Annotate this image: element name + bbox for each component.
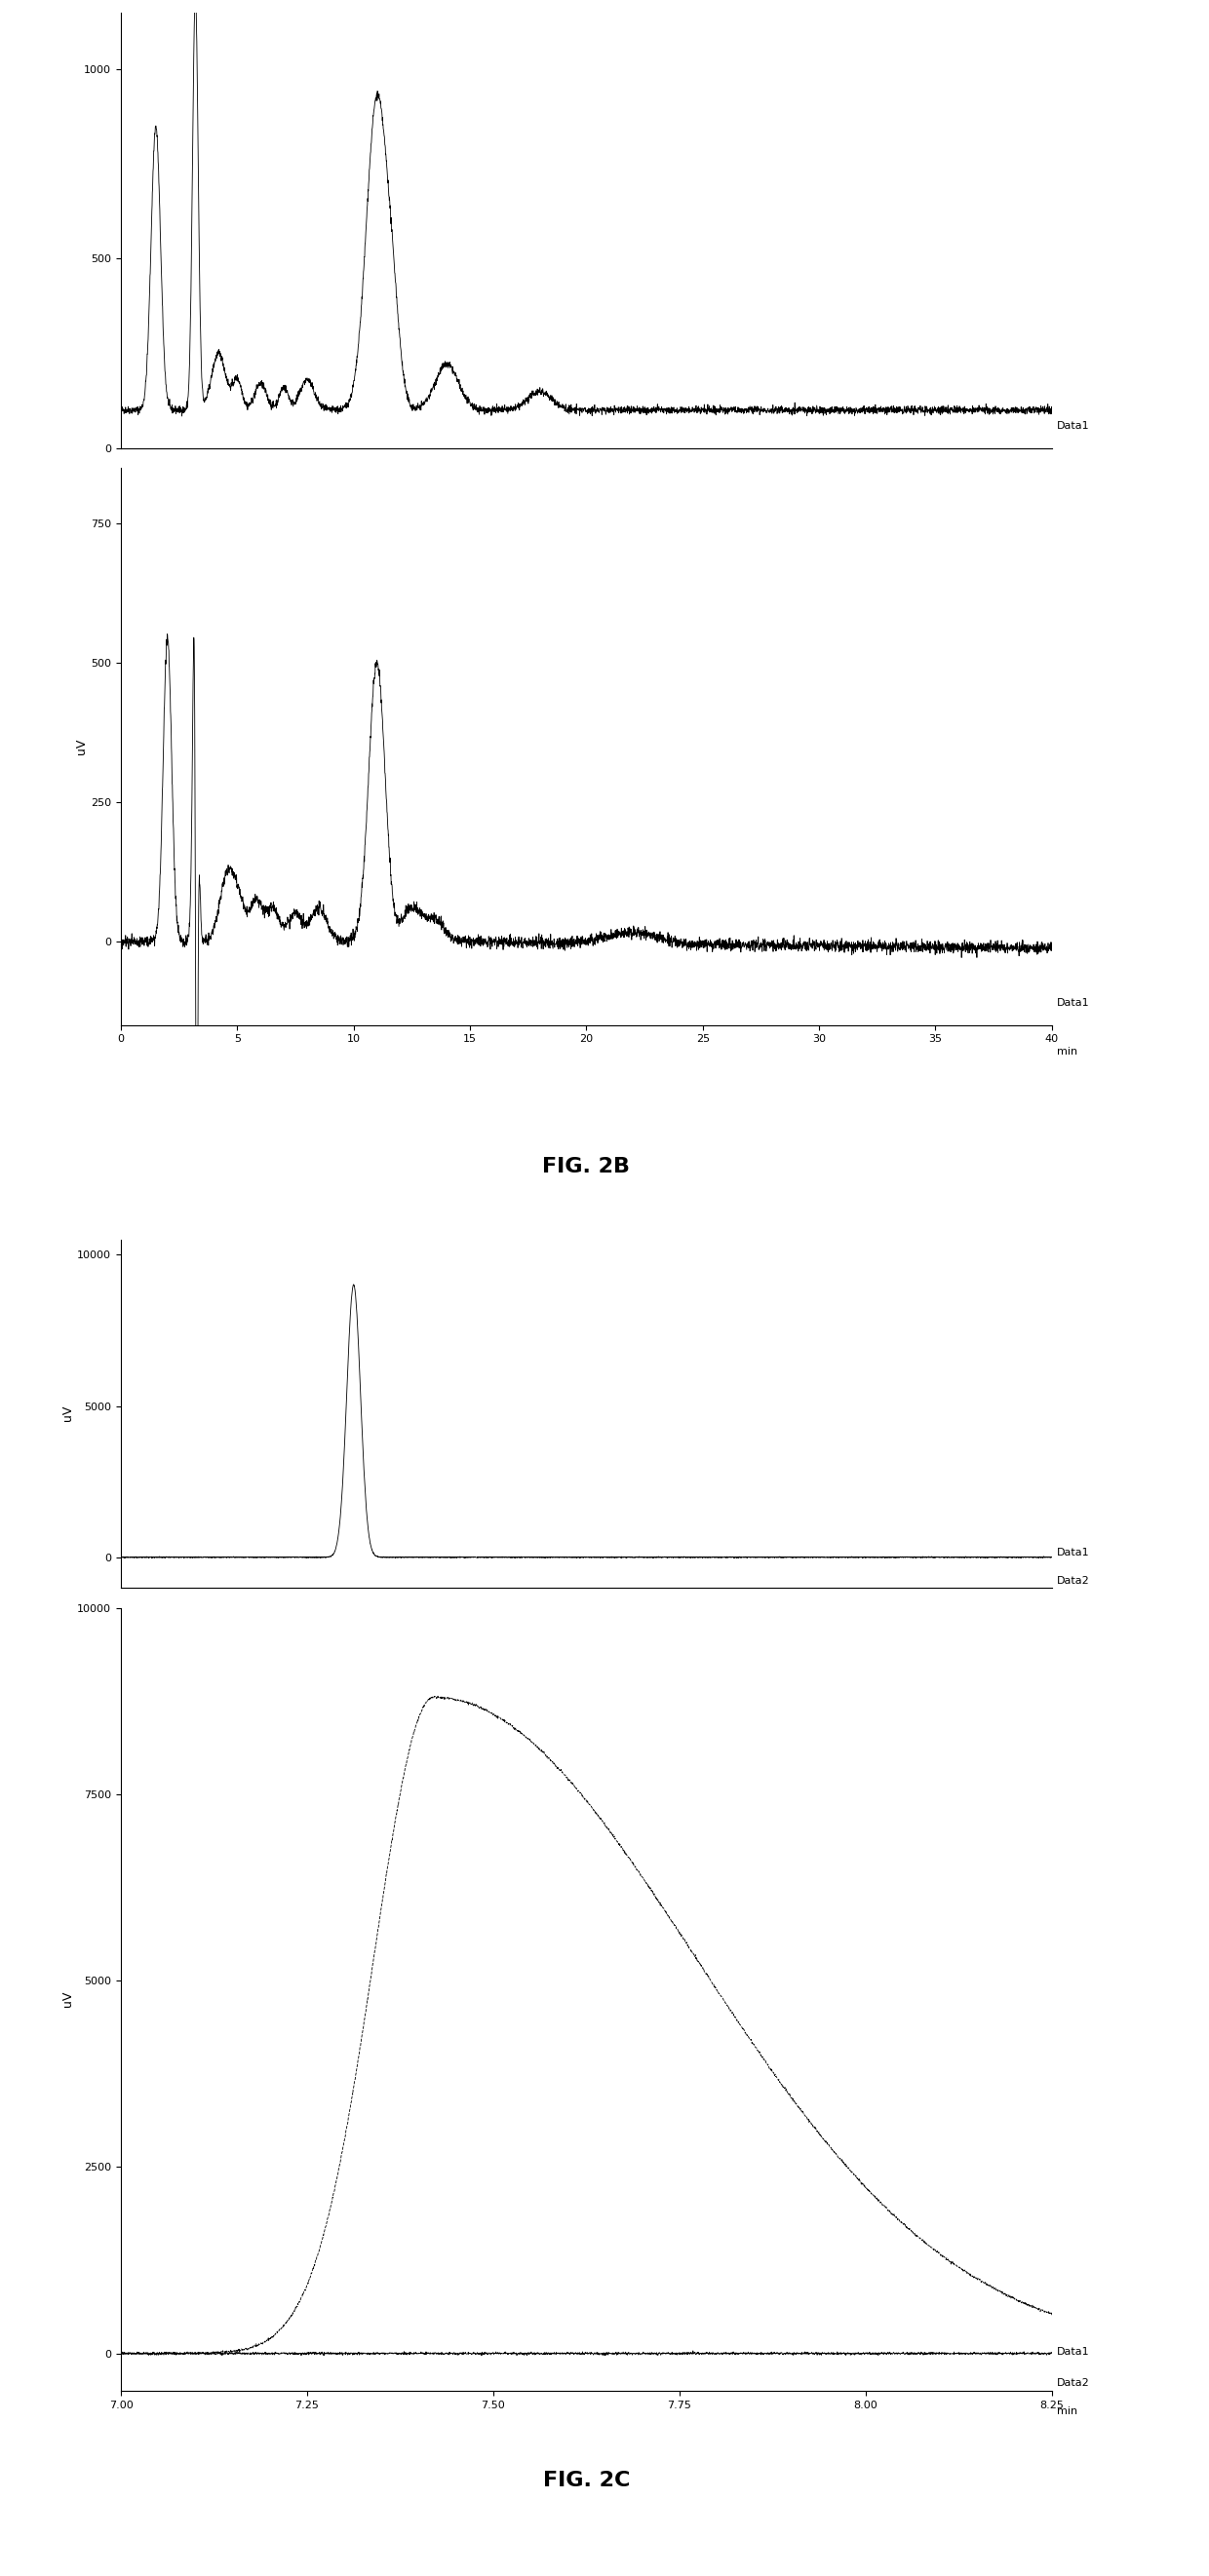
Text: Data1: Data1 — [1057, 422, 1089, 430]
Text: Data1: Data1 — [1057, 2347, 1089, 2357]
Text: min: min — [1057, 2406, 1077, 2416]
Y-axis label: uV: uV — [75, 739, 88, 755]
Text: Data1: Data1 — [1057, 997, 1089, 1007]
Text: Data2: Data2 — [1057, 1577, 1089, 1584]
Text: FIG. 2B: FIG. 2B — [543, 1157, 630, 1177]
Y-axis label: uV: uV — [62, 1991, 75, 2007]
Text: Data2: Data2 — [1057, 2378, 1089, 2388]
Text: FIG. 2C: FIG. 2C — [543, 2470, 630, 2491]
Text: min: min — [1057, 1048, 1077, 1056]
Y-axis label: uV: uV — [62, 1406, 75, 1422]
Text: Data1: Data1 — [1057, 1548, 1089, 1558]
